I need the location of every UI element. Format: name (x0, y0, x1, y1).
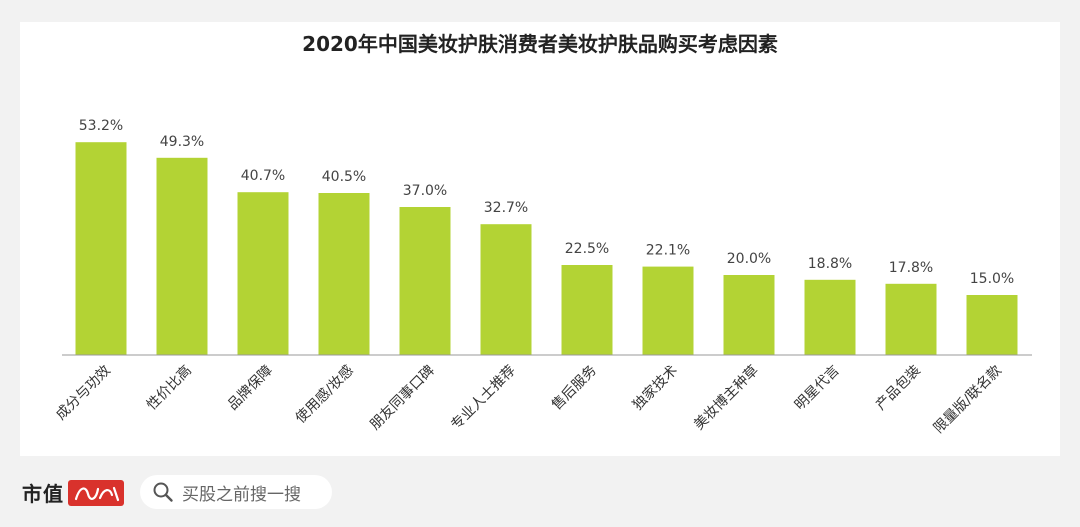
bar (804, 279, 856, 355)
brand-name: 市值 (22, 482, 64, 506)
bar (966, 295, 1018, 355)
search-icon (153, 482, 173, 502)
bar (318, 193, 370, 355)
category-label: 明星代言 (792, 363, 843, 414)
category-label: 产品包装 (873, 363, 924, 414)
bar-value-label: 40.5% (322, 169, 366, 185)
brand-logo[interactable]: 市值 (22, 478, 124, 507)
bar-value-label: 20.0% (727, 251, 771, 267)
search-placeholder: 买股之前搜一搜 (182, 484, 301, 505)
bar-value-label: 18.8% (808, 256, 852, 272)
value-labels-layer: 53.2% 49.3% 40.7% 40.5% 37.0% 32.7% 22.5% 22.1%… (79, 118, 1014, 287)
category-label: 限量版/联名款 (931, 363, 1005, 437)
bar-value-label: 37.0% (403, 183, 447, 199)
chart-title: 2020年中国美妆护肤消费者美妆护肤品购买考虑因素 (302, 32, 778, 56)
category-label: 性价比高 (143, 362, 195, 414)
category-label: 独家技术 (629, 362, 681, 414)
bar (75, 142, 127, 355)
bar (480, 224, 532, 355)
bar (561, 265, 613, 355)
bar-value-label: 32.7% (484, 200, 528, 216)
bar (156, 157, 208, 355)
bar (399, 207, 451, 355)
category-label: 成分与功效 (53, 363, 114, 424)
category-label: 品牌保障 (224, 362, 276, 414)
bar-chart: 53.2% 49.3% 40.7% 40.5% 37.0% 32.7% 22.5% 22.1%… (53, 118, 1032, 437)
category-label: 专业人士推荐 (448, 363, 519, 434)
category-label: 朋友同事口碑 (367, 363, 438, 434)
bar (723, 275, 775, 355)
category-label: 美妆博主种草 (690, 362, 761, 433)
bar (642, 266, 694, 355)
bar-value-label: 40.7% (241, 168, 285, 184)
category-label: 售后服务 (549, 363, 600, 414)
bar (885, 283, 937, 355)
category-labels-layer: 成分与功效 性价比高 品牌保障 使用感/妆感 朋友同事口碑 专业人士推荐 售后服务 独家技术美… (53, 362, 1005, 437)
bar-value-label: 17.8% (889, 260, 933, 276)
bar-value-label: 15.0% (970, 271, 1014, 287)
bar-value-label: 22.1% (646, 243, 690, 259)
search-box[interactable]: 买股之前搜一搜 (140, 475, 332, 509)
footer: 市值 买股之前搜一搜 (0, 462, 1080, 527)
bars-layer (75, 142, 1018, 355)
bar (237, 192, 289, 355)
bar-value-label: 22.5% (565, 241, 609, 257)
bar-value-label: 53.2% (79, 118, 123, 134)
bar-value-label: 49.3% (160, 134, 204, 150)
brand-seal-icon (68, 479, 124, 506)
category-label: 使用感/妆感 (292, 362, 357, 427)
